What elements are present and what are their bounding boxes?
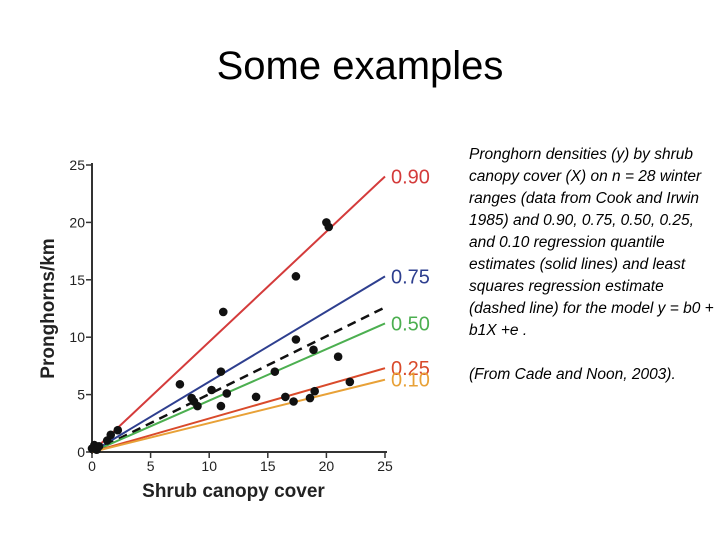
data-point — [189, 397, 199, 406]
quantile-line — [91, 378, 386, 453]
data-point — [270, 367, 280, 376]
regression-lines — [91, 175, 386, 454]
data-point — [291, 335, 301, 344]
data-point — [94, 441, 104, 451]
data-point — [324, 222, 334, 232]
data-point — [310, 386, 319, 396]
caption-text: Pronghorn densities (y) by shrub canopy … — [469, 146, 714, 339]
data-point — [175, 379, 185, 389]
quantile-label: 0.50 — [391, 313, 430, 335]
quantile-label: 0.10 — [391, 370, 430, 392]
y-tick-label: 0 — [77, 444, 85, 460]
x-tick-label: 20 — [319, 458, 335, 474]
y-tick-label: 15 — [69, 272, 85, 288]
least-squares-line — [91, 306, 386, 454]
data-point — [113, 425, 123, 435]
quantile-line — [91, 322, 386, 453]
quantile-line — [91, 175, 386, 453]
chart-axes: 0 5 10 15 20 25 0 5 10 15 20 25 Shrub canopy cover Pr… — [38, 157, 393, 502]
x-tick-label: 0 — [88, 458, 96, 474]
data-point — [218, 307, 228, 317]
y-tick-label: 25 — [69, 157, 85, 173]
y-tick-label: 5 — [77, 387, 85, 403]
caption: Pronghorn densities (y) by shrub canopy … — [469, 144, 714, 386]
data-point — [281, 392, 290, 402]
data-point — [216, 401, 226, 411]
quantile-label: 0.25 — [391, 358, 430, 380]
data-point — [251, 392, 261, 402]
x-axis-title: Shrub canopy cover — [142, 481, 325, 502]
quantile-line — [91, 275, 386, 453]
y-tick-label: 10 — [69, 329, 85, 345]
data-point — [305, 393, 315, 403]
y-axis-title: Pronghorns/km — [38, 238, 59, 378]
data-point — [333, 352, 343, 362]
x-tick-label: 25 — [377, 458, 393, 474]
x-tick-label: 15 — [260, 458, 276, 474]
x-tick-label: 10 — [201, 458, 217, 474]
caption-source: (From Cade and Noon, 2003). — [469, 366, 676, 383]
slide-title: Some examples — [216, 44, 504, 88]
series-labels: 0.90 0.75 0.50 0.250.10 — [391, 166, 430, 391]
x-tick-label: 5 — [147, 458, 155, 474]
data-point — [106, 430, 116, 440]
data-point — [289, 397, 298, 406]
quantile-label: 0.75 — [391, 266, 430, 288]
data-point — [345, 377, 355, 387]
quantile-label: 0.90 — [391, 166, 430, 188]
data-point — [291, 272, 301, 281]
data-point — [207, 385, 216, 395]
data-point — [309, 345, 318, 355]
y-tick-label: 20 — [69, 214, 85, 230]
data-point — [222, 389, 232, 398]
data-point — [216, 367, 226, 376]
data-points — [87, 218, 355, 455]
quantile-line — [91, 367, 386, 453]
